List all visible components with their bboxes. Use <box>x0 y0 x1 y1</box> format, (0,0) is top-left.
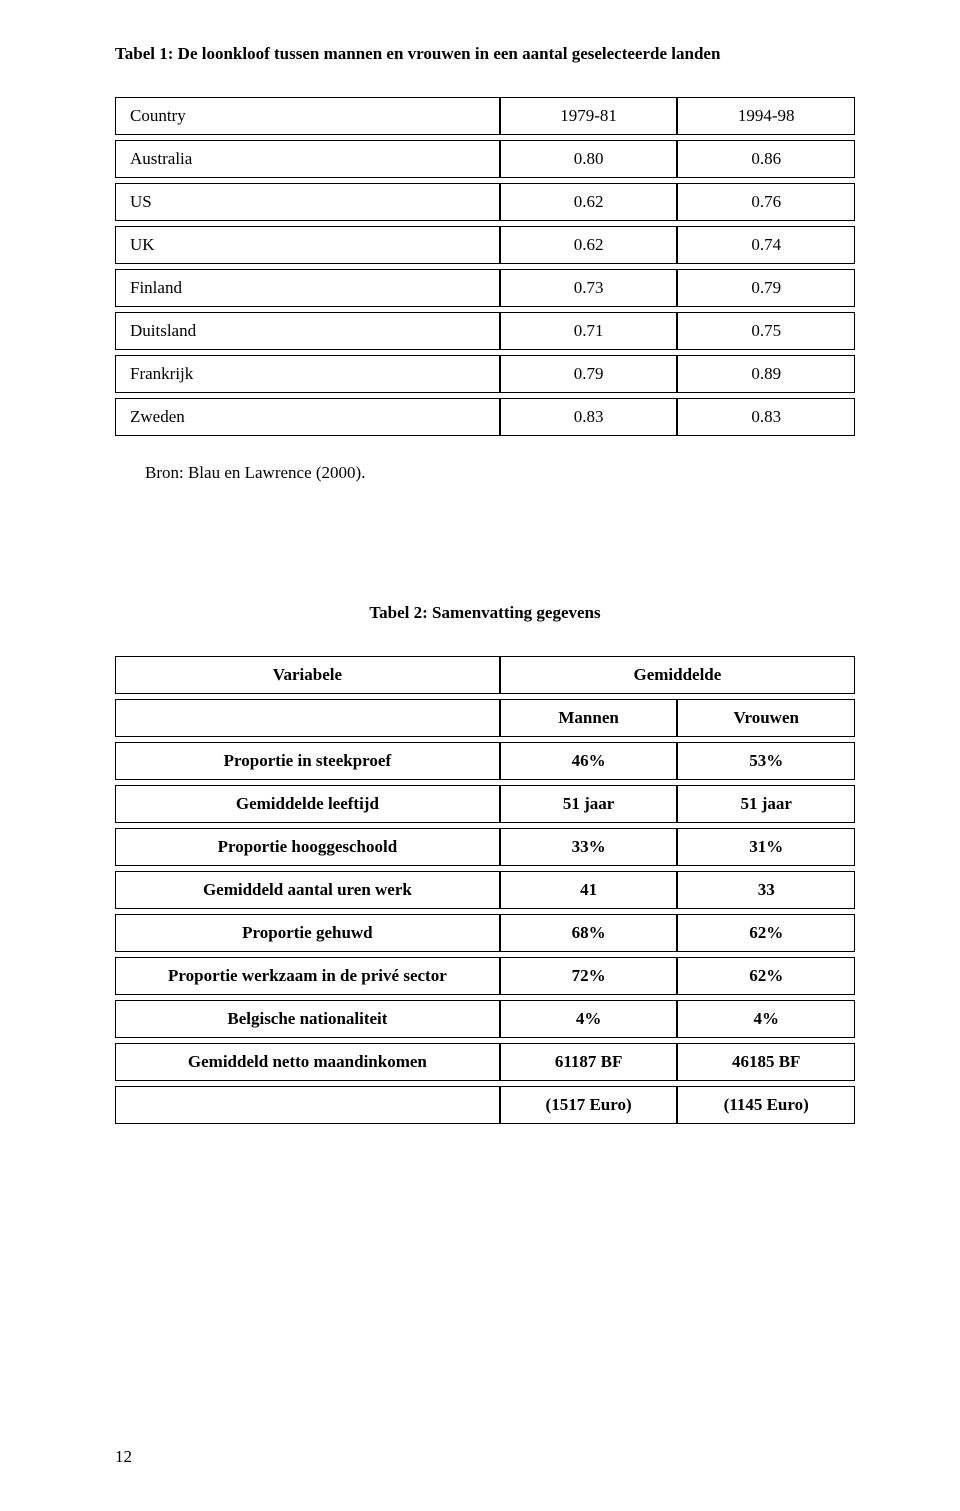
table2-header-cell: Mannen <box>500 699 678 737</box>
table1-cell: Finland <box>115 269 500 307</box>
table1: Country 1979-81 1994-98 Australia 0.80 0… <box>115 92 855 441</box>
table-row: Gemiddelde leeftijd 51 jaar 51 jaar <box>115 785 855 823</box>
table1-header-cell: Country <box>115 97 500 135</box>
table-row: Finland 0.73 0.79 <box>115 269 855 307</box>
table2-cell: Proportie in steekproef <box>115 742 500 780</box>
table2-empty-cell <box>115 699 500 737</box>
table2-header-cell: Variabele <box>115 656 500 694</box>
table-row: Zweden 0.83 0.83 <box>115 398 855 436</box>
table-row: Gemiddeld netto maandinkomen 61187 BF 46… <box>115 1043 855 1081</box>
table1-cell: US <box>115 183 500 221</box>
page-number: 12 <box>115 1447 132 1467</box>
table2-title: Tabel 2: Samenvatting gegevens <box>115 603 855 623</box>
table1-cell: 0.79 <box>677 269 855 307</box>
table2-cell: Proportie hooggeschoold <box>115 828 500 866</box>
table1-cell: 0.62 <box>500 183 678 221</box>
table2-cell: Gemiddelde leeftijd <box>115 785 500 823</box>
table1-cell: 0.74 <box>677 226 855 264</box>
table-row: Belgische nationaliteit 4% 4% <box>115 1000 855 1038</box>
table1-cell: 0.83 <box>677 398 855 436</box>
table-row: Proportie hooggeschoold 33% 31% <box>115 828 855 866</box>
table2: Variabele Gemiddelde Mannen Vrouwen Prop… <box>115 651 855 1129</box>
table-row: Australia 0.80 0.86 <box>115 140 855 178</box>
table-row: Frankrijk 0.79 0.89 <box>115 355 855 393</box>
table1-cell: UK <box>115 226 500 264</box>
table1-cell: 0.80 <box>500 140 678 178</box>
table2-cell: 41 <box>500 871 678 909</box>
table1-cell: 0.89 <box>677 355 855 393</box>
table2-cell: 31% <box>677 828 855 866</box>
table-row: UK 0.62 0.74 <box>115 226 855 264</box>
table-row: Proportie werkzaam in de privé sector 72… <box>115 957 855 995</box>
table1-cell: 0.83 <box>500 398 678 436</box>
table1-cell: Frankrijk <box>115 355 500 393</box>
table-row: Proportie in steekproef 46% 53% <box>115 742 855 780</box>
table2-cell: 46% <box>500 742 678 780</box>
table1-cell: 0.76 <box>677 183 855 221</box>
table1-header-cell: 1979-81 <box>500 97 678 135</box>
table1-header-cell: 1994-98 <box>677 97 855 135</box>
table2-cell: 62% <box>677 957 855 995</box>
table2-cell: Gemiddeld aantal uren werk <box>115 871 500 909</box>
table2-cell: 61187 BF <box>500 1043 678 1081</box>
table2-cell: 53% <box>677 742 855 780</box>
table2-header-cell: Gemiddelde <box>500 656 855 694</box>
table1-cell: Duitsland <box>115 312 500 350</box>
table1-title: Tabel 1: De loonkloof tussen mannen en v… <box>115 44 855 64</box>
table2-cell: 51 jaar <box>500 785 678 823</box>
table2-cell: 33% <box>500 828 678 866</box>
table2-cell: Proportie werkzaam in de privé sector <box>115 957 500 995</box>
table2-cell: Gemiddeld netto maandinkomen <box>115 1043 500 1081</box>
table-row: Gemiddeld aantal uren werk 41 33 <box>115 871 855 909</box>
table2-cell: Proportie gehuwd <box>115 914 500 952</box>
table2-cell: 4% <box>500 1000 678 1038</box>
table2-header-cell: Vrouwen <box>677 699 855 737</box>
table2-cell: Belgische nationaliteit <box>115 1000 500 1038</box>
table2-cell: 68% <box>500 914 678 952</box>
table1-cell: Zweden <box>115 398 500 436</box>
table1-cell: Australia <box>115 140 500 178</box>
table2-cell: 46185 BF <box>677 1043 855 1081</box>
table1-cell: 0.62 <box>500 226 678 264</box>
table2-cell: 4% <box>677 1000 855 1038</box>
table2-cell <box>115 1086 500 1124</box>
table2-cell: 62% <box>677 914 855 952</box>
table1-cell: 0.75 <box>677 312 855 350</box>
table2-cell: 33 <box>677 871 855 909</box>
table-row: (1517 Euro) (1145 Euro) <box>115 1086 855 1124</box>
table2-cell: 72% <box>500 957 678 995</box>
table2-cell: 51 jaar <box>677 785 855 823</box>
table1-cell: 0.71 <box>500 312 678 350</box>
table2-cell: (1517 Euro) <box>500 1086 678 1124</box>
table1-cell: 0.79 <box>500 355 678 393</box>
table2-cell: (1145 Euro) <box>677 1086 855 1124</box>
table1-header-row: Country 1979-81 1994-98 <box>115 97 855 135</box>
table2-header-row1: Variabele Gemiddelde <box>115 656 855 694</box>
table1-cell: 0.86 <box>677 140 855 178</box>
table-row: Proportie gehuwd 68% 62% <box>115 914 855 952</box>
table1-cell: 0.73 <box>500 269 678 307</box>
table2-header-row2: Mannen Vrouwen <box>115 699 855 737</box>
table-row: Duitsland 0.71 0.75 <box>115 312 855 350</box>
table-row: US 0.62 0.76 <box>115 183 855 221</box>
table1-source: Bron: Blau en Lawrence (2000). <box>145 463 855 483</box>
